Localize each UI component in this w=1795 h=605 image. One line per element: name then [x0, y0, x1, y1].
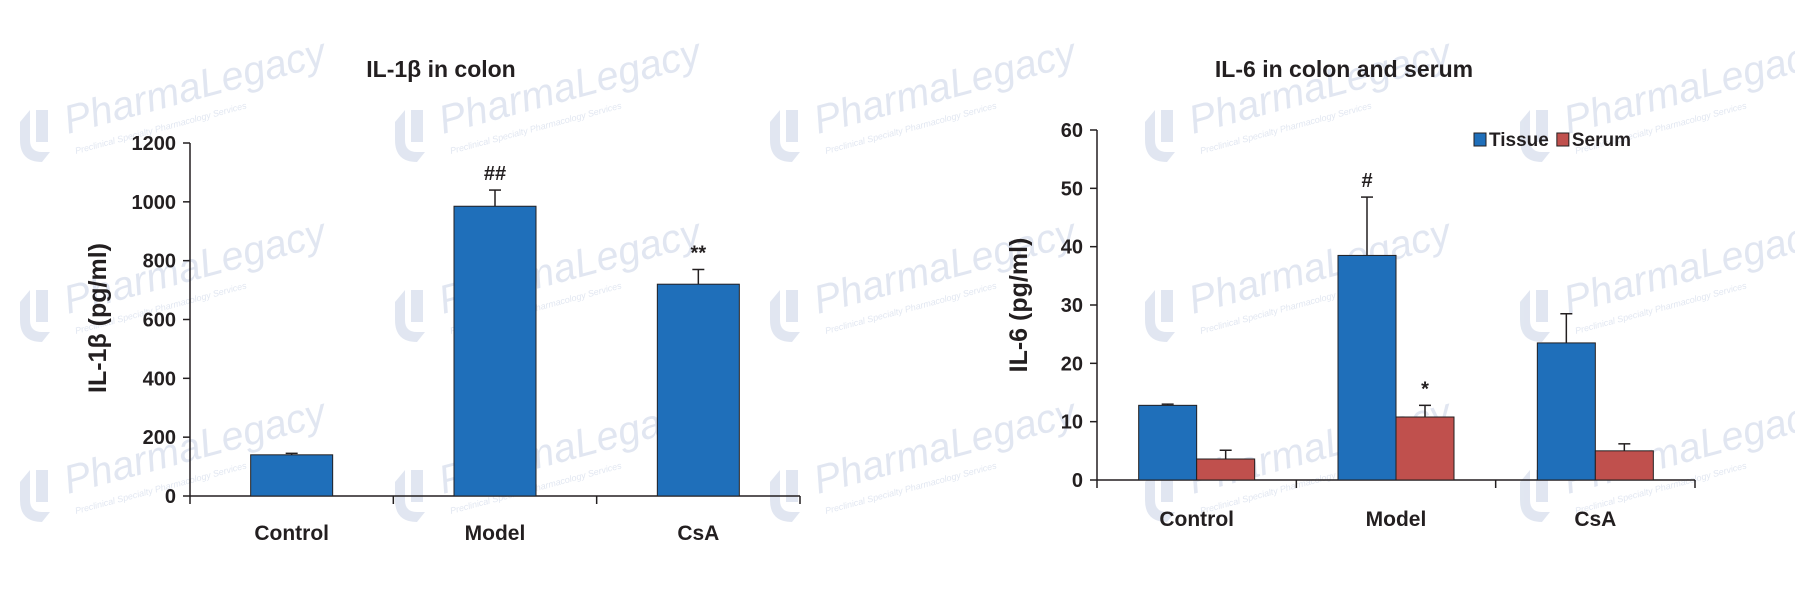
chart-il6-bar: [1138, 404, 1198, 481]
chart-il1b-y-tick-label: 1000: [132, 192, 177, 214]
chart-il1b-significance-label: ##: [484, 163, 506, 185]
watermark-brand: PharmaLegacy: [434, 30, 708, 143]
watermark-brand: PharmaLegacy: [809, 30, 1083, 143]
chart-il1b-bar: [250, 454, 334, 497]
chart-il6-bar: [1196, 458, 1256, 481]
watermark-logo-icon: [770, 110, 800, 162]
watermark-logo-icon: [1520, 290, 1550, 342]
chart-il1b-bar: [453, 205, 537, 497]
watermark-logo-icon: [395, 470, 425, 522]
watermark-logo-icon: [770, 290, 800, 342]
chart-il1b-y-tick-label: 800: [143, 251, 176, 273]
chart-il1b-y-tick-label: 600: [143, 310, 176, 332]
chart-il6-x-tick-label: CsA: [1574, 508, 1616, 531]
chart-il6-y-tick-label: 40: [1061, 237, 1083, 259]
chart-il6-y-tick-label: 30: [1061, 295, 1083, 317]
chart-il1b-x-tick-label: Model: [465, 522, 526, 545]
watermark-brand: PharmaLegacy: [59, 30, 333, 143]
chart-il6-y-tick-label: 0: [1072, 470, 1083, 492]
chart-il1b-x-tick-label: CsA: [677, 522, 719, 545]
chart-il1b-y-tick-label: 1200: [132, 133, 177, 155]
chart-il1b-bar: [656, 283, 740, 497]
chart-il6-bar: [1337, 254, 1397, 481]
chart-il6-significance-label: #: [1361, 170, 1372, 192]
watermark-logo-icon: [395, 110, 425, 162]
chart-il1b-y-tick-label: 0: [165, 486, 176, 508]
chart-il1b-y-tick-label: 400: [143, 368, 176, 390]
chart-il6-significance-label: *: [1421, 378, 1429, 400]
chart-il6-y-axis-label: IL-6 (pg/ml): [1005, 238, 1033, 373]
watermark-logo-icon: [1520, 110, 1550, 162]
watermark-brand: PharmaLegacy: [1184, 30, 1458, 143]
chart-il6-y-tick-label: 20: [1061, 353, 1083, 375]
chart-il6: IL-6 in colon and serum IL-6 (pg/ml) 0 10…: [1005, 56, 1696, 531]
chart-il6-title: IL-6 in colon and serum: [1215, 56, 1473, 82]
chart-il6-bar: [1594, 450, 1654, 481]
chart-il6-x-tick-label: Model: [1366, 508, 1427, 531]
chart-il1b-y-axis-label: IL-1β (pg/ml): [84, 243, 112, 393]
chart-il6-x-tick-label: Control: [1159, 508, 1234, 531]
chart-il1b-title: IL-1β in colon: [366, 56, 515, 82]
watermark-logo-icon: [770, 470, 800, 522]
watermark-brand: PharmaLegacy: [809, 210, 1083, 323]
chart-il6-bar: [1536, 342, 1596, 481]
watermark-brand: PharmaLegacy: [1184, 210, 1458, 323]
chart-il6-legend-label: Serum: [1572, 130, 1631, 151]
chart-il1b-y-tick-label: 200: [143, 427, 176, 449]
chart-il6-y-tick-label: 60: [1061, 120, 1083, 142]
watermark-logo-icon: [20, 110, 50, 162]
chart-il6-y-tick-label: 50: [1061, 178, 1083, 200]
chart-il1b-significance-label: **: [691, 242, 707, 264]
chart-il1b: IL-1β in colon IL-1β (pg/ml) 0 200 400 600 8…: [84, 56, 801, 545]
chart-il6-legend-swatch: [1473, 132, 1487, 147]
watermark-brand: PharmaLegacy: [809, 390, 1083, 503]
chart-il6-legend-swatch: [1556, 132, 1570, 147]
chart-il6-legend-label: Tissue: [1489, 130, 1549, 151]
watermark-logo-icon: [20, 470, 50, 522]
chart-il6-bar: [1395, 416, 1455, 481]
chart-il6-y-tick-label: 10: [1061, 412, 1083, 434]
watermark-logo-icon: [1145, 110, 1175, 162]
watermark-logo-icon: [20, 290, 50, 342]
watermark-logo-icon: [1145, 290, 1175, 342]
watermark-logo-icon: [395, 290, 425, 342]
chart-il1b-x-tick-label: Control: [254, 522, 329, 545]
